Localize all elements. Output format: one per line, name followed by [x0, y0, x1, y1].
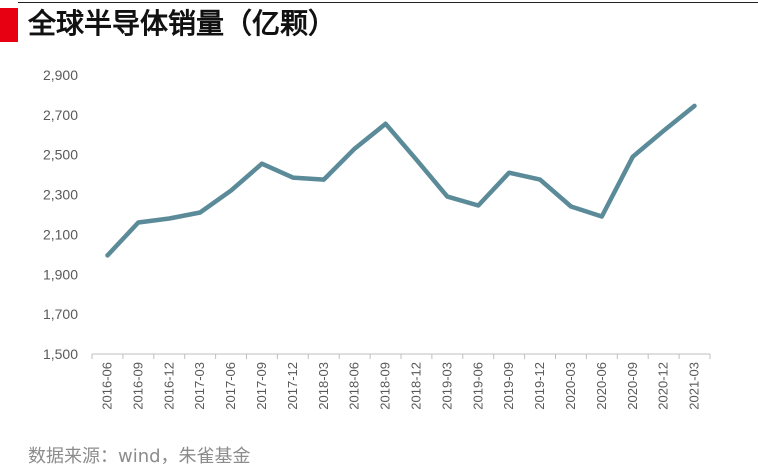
x-tick-label: 2019-12: [532, 362, 547, 410]
y-tick-label: 1,500: [43, 346, 78, 362]
x-tick-label: 2018-03: [316, 362, 331, 410]
x-tick-label: 2017-12: [285, 362, 300, 410]
series-line: [105, 103, 697, 258]
y-tick-label: 2,700: [43, 107, 78, 123]
x-tick-label: 2020-09: [625, 362, 640, 410]
x-tick-label: 2016-09: [130, 362, 145, 410]
x-tick-label: 2017-03: [192, 362, 207, 410]
chart-title: 全球半导体销量（亿颗）: [28, 7, 337, 40]
x-tick-label: 2016-06: [99, 362, 114, 410]
y-axis: 1,500 1,700 1,900 2,100 2,300 2,500 2,700 2,900: [43, 67, 78, 362]
x-tick-label: 2020-03: [563, 362, 578, 410]
y-tick-label: 1,700: [43, 306, 78, 322]
title-accent-bar: [0, 8, 18, 42]
x-tick-label: 2020-06: [594, 362, 609, 410]
y-tick-label: 2,300: [43, 187, 78, 203]
y-tick-label: 2,100: [43, 226, 78, 242]
x-axis: 2016-06 2016-09 2016-12 2017-03 2017-06 2017-…: [91, 353, 711, 410]
x-tick-label: 2018-09: [378, 362, 393, 410]
x-tick-label: 2016-12: [161, 362, 176, 410]
series-layer: [105, 103, 697, 258]
y-tick-label: 2,900: [43, 67, 78, 83]
x-tick-label: 2021-03: [687, 362, 702, 410]
x-tick-label: 2019-06: [470, 362, 485, 410]
x-tick-label: 2018-06: [347, 362, 362, 410]
title-rule: [18, 2, 758, 3]
y-tick-label: 1,900: [43, 266, 78, 282]
x-tick-label: 2019-09: [501, 362, 516, 410]
x-tick-label: 2019-03: [439, 362, 454, 410]
x-tick-label: 2020-12: [656, 362, 671, 410]
y-tick-label: 2,500: [43, 147, 78, 163]
line-chart: 1,500 1,700 1,900 2,100 2,300 2,500 2,700 2,900…: [43, 67, 711, 410]
x-tick-label: 2017-09: [254, 362, 269, 410]
title-bar: 全球半导体销量（亿颗）: [0, 2, 758, 42]
source-note: 数据来源：wind，朱雀基金: [28, 446, 251, 467]
x-tick-label: 2018-12: [408, 362, 423, 410]
x-tick-label: 2017-06: [223, 362, 238, 410]
